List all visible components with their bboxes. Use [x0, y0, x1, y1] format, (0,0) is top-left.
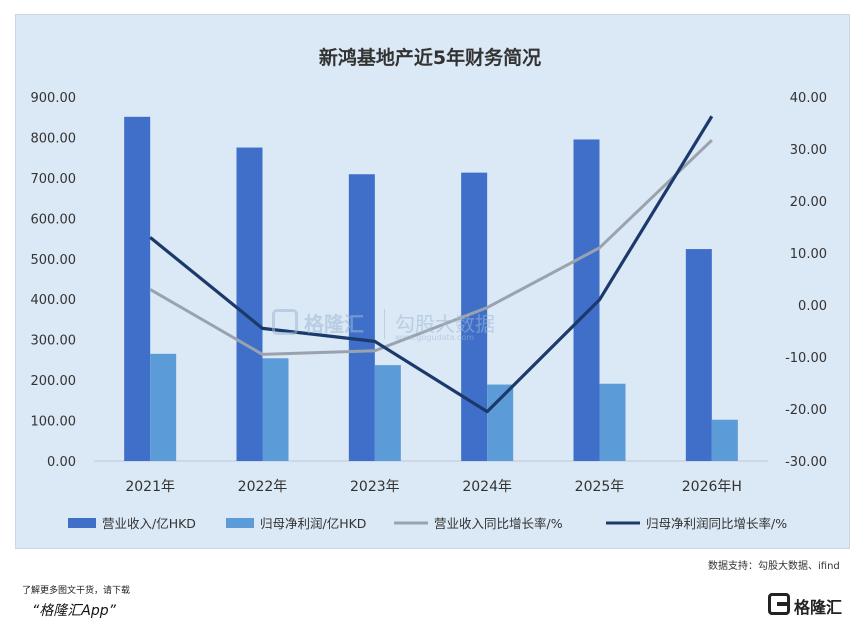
bar-net-profit [599, 383, 626, 461]
legend-swatch [226, 518, 254, 528]
left-axis: 0.00 100.00 200.00 300.00 400.00 500.00 600.00… [31, 91, 77, 470]
bar-revenue [573, 139, 600, 461]
left-tick-label: 600.00 [31, 212, 77, 227]
bar-net-profit [150, 353, 177, 461]
left-tick-label: 900.00 [31, 91, 77, 106]
chart-title: 新鸿基地产近5年财务简况 [319, 46, 541, 69]
left-tick-label: 300.00 [31, 334, 77, 349]
legend: 营业收入/亿HKD 归母净利润/亿HKD 营业收入同比增长率/% 归母净利润同比增长率… [68, 516, 787, 531]
left-tick-label: 200.00 [31, 374, 77, 389]
bar-revenue [124, 116, 151, 461]
brand-g-bar [777, 602, 787, 606]
brand-g-icon [768, 593, 790, 615]
right-tick-label: 20.00 [790, 195, 827, 210]
legend-swatch [68, 518, 96, 528]
right-tick-label: 30.00 [790, 143, 827, 158]
bars [124, 116, 738, 462]
footer-download-note: 了解更多图文干货，请下载 [22, 586, 131, 596]
left-tick-label: 800.00 [31, 131, 77, 146]
legend-label: 营业收入同比增长率/% [434, 516, 563, 531]
left-tick-label: 100.00 [31, 415, 77, 430]
bar-net-profit [374, 365, 401, 461]
lines [149, 115, 714, 414]
right-axis: -30.00 -20.00 -10.00 0.00 10.00 20.00 30.00 40.… [785, 91, 827, 470]
bar-net-profit [262, 358, 289, 461]
watermark-url: www.gogudata.com [395, 333, 475, 342]
x-tick-label: 2022年 [238, 479, 288, 495]
left-tick-label: 0.00 [47, 455, 76, 470]
left-tick-label: 400.00 [31, 293, 77, 308]
bar-revenue [348, 174, 375, 461]
source-note: 数据支持：勾股大数据、ifind [708, 561, 840, 572]
footer-app-name: “格隆汇App” [32, 603, 116, 619]
line-net-profit-growth [149, 115, 714, 414]
brand-name: 格隆汇 [794, 598, 843, 617]
bar-revenue [685, 249, 712, 461]
brand-logo: 格隆汇 [768, 592, 858, 620]
right-tick-label: 0.00 [798, 299, 827, 314]
x-axis-labels: 2021年 2022年 2023年 2024年 2025年 2026年H [125, 479, 742, 495]
x-tick-label: 2021年 [125, 479, 175, 495]
x-tick-label: 2024年 [462, 479, 512, 495]
left-tick-label: 700.00 [31, 172, 77, 187]
x-tick-label: 2026年H [682, 479, 742, 495]
legend-label: 归母净利润/亿HKD [260, 516, 366, 531]
right-tick-label: 10.00 [790, 247, 827, 262]
watermark-divider [384, 309, 385, 339]
watermark-sub: 勾股大数据 [395, 312, 495, 336]
right-tick-label: -30.00 [785, 455, 827, 470]
right-tick-label: -10.00 [785, 351, 827, 366]
bar-revenue [236, 147, 263, 462]
bar-net-profit [487, 384, 514, 461]
left-tick-label: 500.00 [31, 253, 77, 268]
x-tick-label: 2023年 [350, 479, 400, 495]
legend-label: 归母净利润同比增长率/% [646, 516, 787, 531]
right-tick-label: -20.00 [785, 403, 827, 418]
bar-net-profit [711, 419, 738, 461]
watermark-logo-icon [272, 309, 298, 335]
watermark: 格隆汇 勾股大数据 www.gogudata.com [272, 303, 516, 343]
watermark-brand: 格隆汇 [304, 312, 364, 336]
x-tick-label: 2025年 [575, 479, 625, 495]
right-tick-label: 40.00 [790, 91, 827, 106]
line-revenue-growth [149, 139, 713, 356]
legend-label: 营业收入/亿HKD [102, 516, 196, 531]
